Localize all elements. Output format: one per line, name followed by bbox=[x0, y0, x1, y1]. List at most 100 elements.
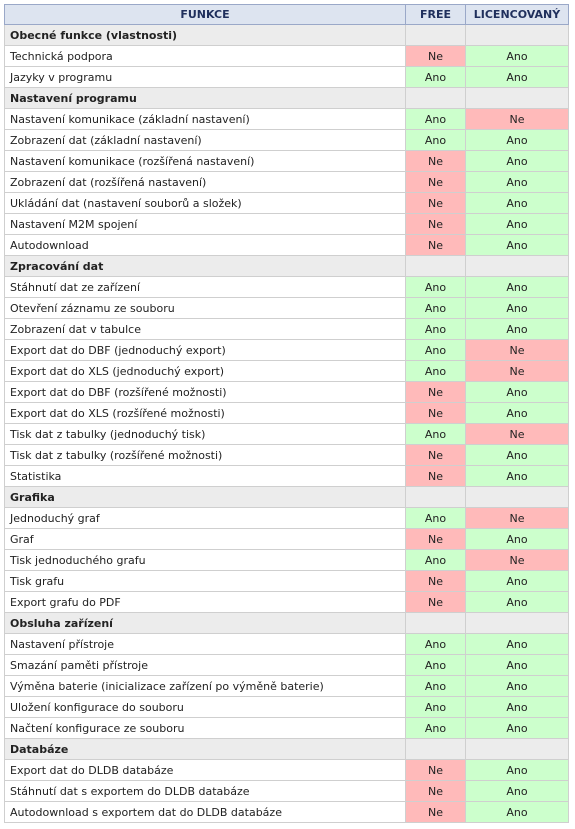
feature-row: Stáhnutí dat s exportem do DLDB databáze… bbox=[4, 780, 569, 802]
feature-row: Uložení konfigurace do souboru Ano Ano bbox=[4, 696, 569, 718]
feature-row: Export dat do XLS (rozšířené možnosti) Ne… bbox=[4, 402, 569, 424]
availability-cell: Ano bbox=[465, 402, 569, 424]
feature-name: Ukládání dat (nastavení souborů a složek… bbox=[4, 192, 406, 214]
feature-row: Tisk dat z tabulky (rozšířené možnosti) N… bbox=[4, 444, 569, 466]
section-title: Grafika bbox=[4, 486, 406, 508]
feature-name: Statistika bbox=[4, 465, 406, 487]
section-spacer bbox=[405, 87, 466, 109]
availability-cell: Ano bbox=[465, 675, 569, 697]
availability-cell: Ne bbox=[465, 108, 569, 130]
feature-name: Graf bbox=[4, 528, 406, 550]
availability-cell: Ano bbox=[465, 45, 569, 67]
availability-cell: Ne bbox=[405, 213, 466, 235]
availability-cell: Ne bbox=[405, 381, 466, 403]
feature-name: Smazání paměti přístroje bbox=[4, 654, 406, 676]
feature-row: Tisk grafu Ne Ano bbox=[4, 570, 569, 592]
feature-name: Autodownload bbox=[4, 234, 406, 256]
availability-cell: Ano bbox=[465, 444, 569, 466]
feature-row: Autodownload Ne Ano bbox=[4, 234, 569, 256]
availability-cell: Ne bbox=[465, 549, 569, 571]
availability-cell: Ano bbox=[405, 66, 466, 88]
section-title: Obecné funkce (vlastnosti) bbox=[4, 24, 406, 46]
availability-cell: Ne bbox=[405, 759, 466, 781]
availability-cell: Ne bbox=[465, 423, 569, 445]
section-spacer bbox=[405, 24, 466, 46]
feature-row: Zobrazení dat (rozšířená nastavení) Ne Ano bbox=[4, 171, 569, 193]
feature-row: Nastavení přístroje Ano Ano bbox=[4, 633, 569, 655]
feature-name: Uložení konfigurace do souboru bbox=[4, 696, 406, 718]
availability-cell: Ano bbox=[405, 654, 466, 676]
availability-cell: Ano bbox=[405, 129, 466, 151]
feature-name: Zobrazení dat v tabulce bbox=[4, 318, 406, 340]
availability-cell: Ne bbox=[405, 234, 466, 256]
section-title: Nastavení programu bbox=[4, 87, 406, 109]
section-spacer bbox=[405, 255, 466, 277]
availability-cell: Ano bbox=[405, 633, 466, 655]
availability-cell: Ano bbox=[405, 318, 466, 340]
availability-cell: Ano bbox=[405, 360, 466, 382]
availability-cell: Ano bbox=[465, 654, 569, 676]
feature-name: Stáhnutí dat s exportem do DLDB databáze bbox=[4, 780, 406, 802]
feature-name: Tisk grafu bbox=[4, 570, 406, 592]
availability-cell: Ne bbox=[405, 192, 466, 214]
feature-name: Otevření záznamu ze souboru bbox=[4, 297, 406, 319]
feature-row: Ukládání dat (nastavení souborů a složek… bbox=[4, 192, 569, 214]
feature-name: Tisk jednoduchého grafu bbox=[4, 549, 406, 571]
feature-row: Export dat do DBF (rozšířené možnosti) Ne… bbox=[4, 381, 569, 403]
availability-cell: Ne bbox=[405, 45, 466, 67]
feature-name: Jazyky v programu bbox=[4, 66, 406, 88]
section-spacer bbox=[465, 612, 569, 634]
section-spacer bbox=[405, 486, 466, 508]
feature-name: Export dat do XLS (rozšířené možnosti) bbox=[4, 402, 406, 424]
availability-cell: Ano bbox=[465, 213, 569, 235]
availability-cell: Ano bbox=[405, 423, 466, 445]
availability-cell: Ano bbox=[405, 297, 466, 319]
availability-cell: Ano bbox=[465, 276, 569, 298]
feature-name: Nastavení přístroje bbox=[4, 633, 406, 655]
feature-name: Nastavení M2M spojení bbox=[4, 213, 406, 235]
feature-row: Stáhnutí dat ze zařízení Ano Ano bbox=[4, 276, 569, 298]
feature-row: Export grafu do PDF Ne Ano bbox=[4, 591, 569, 613]
availability-cell: Ne bbox=[465, 360, 569, 382]
section-spacer bbox=[465, 24, 569, 46]
availability-cell: Ne bbox=[465, 507, 569, 529]
feature-row: Technická podpora Ne Ano bbox=[4, 45, 569, 67]
availability-cell: Ano bbox=[405, 507, 466, 529]
section-spacer bbox=[465, 738, 569, 760]
feature-table: FUNKCE FREE LICENCOVANÝ Obecné funkce (vla… bbox=[4, 4, 569, 823]
availability-cell: Ano bbox=[465, 570, 569, 592]
feature-row: Graf Ne Ano bbox=[4, 528, 569, 550]
feature-row: Zobrazení dat (základní nastavení) Ano Ano bbox=[4, 129, 569, 151]
availability-cell: Ne bbox=[405, 171, 466, 193]
feature-row: Výměna baterie (inicializace zařízení po… bbox=[4, 675, 569, 697]
availability-cell: Ano bbox=[465, 318, 569, 340]
feature-row: Export dat do XLS (jednoduchý export) Ano… bbox=[4, 360, 569, 382]
section-title: Zpracování dat bbox=[4, 255, 406, 277]
feature-name: Výměna baterie (inicializace zařízení po… bbox=[4, 675, 406, 697]
feature-row: Tisk dat z tabulky (jednoduchý tisk) Ano N… bbox=[4, 423, 569, 445]
availability-cell: Ano bbox=[405, 675, 466, 697]
availability-cell: Ne bbox=[405, 444, 466, 466]
header-cell: LICENCOVANÝ bbox=[465, 4, 569, 25]
availability-cell: Ne bbox=[405, 465, 466, 487]
feature-row: Export dat do DBF (jednoduchý export) Ano… bbox=[4, 339, 569, 361]
section-title: Obsluha zařízení bbox=[4, 612, 406, 634]
feature-name: Export dat do DBF (jednoduchý export) bbox=[4, 339, 406, 361]
availability-cell: Ne bbox=[405, 528, 466, 550]
availability-cell: Ano bbox=[465, 591, 569, 613]
feature-name: Export dat do DBF (rozšířené možnosti) bbox=[4, 381, 406, 403]
feature-name: Načtení konfigurace ze souboru bbox=[4, 717, 406, 739]
availability-cell: Ano bbox=[465, 150, 569, 172]
feature-row: Načtení konfigurace ze souboru Ano Ano bbox=[4, 717, 569, 739]
availability-cell: Ano bbox=[465, 171, 569, 193]
availability-cell: Ano bbox=[405, 339, 466, 361]
section-row: Obecné funkce (vlastnosti) bbox=[4, 24, 569, 46]
availability-cell: Ano bbox=[465, 717, 569, 739]
availability-cell: Ne bbox=[405, 591, 466, 613]
feature-row: Jednoduchý graf Ano Ne bbox=[4, 507, 569, 529]
feature-name: Zobrazení dat (rozšířená nastavení) bbox=[4, 171, 406, 193]
feature-row: Nastavení M2M spojení Ne Ano bbox=[4, 213, 569, 235]
feature-name: Stáhnutí dat ze zařízení bbox=[4, 276, 406, 298]
feature-name: Export dat do DLDB databáze bbox=[4, 759, 406, 781]
